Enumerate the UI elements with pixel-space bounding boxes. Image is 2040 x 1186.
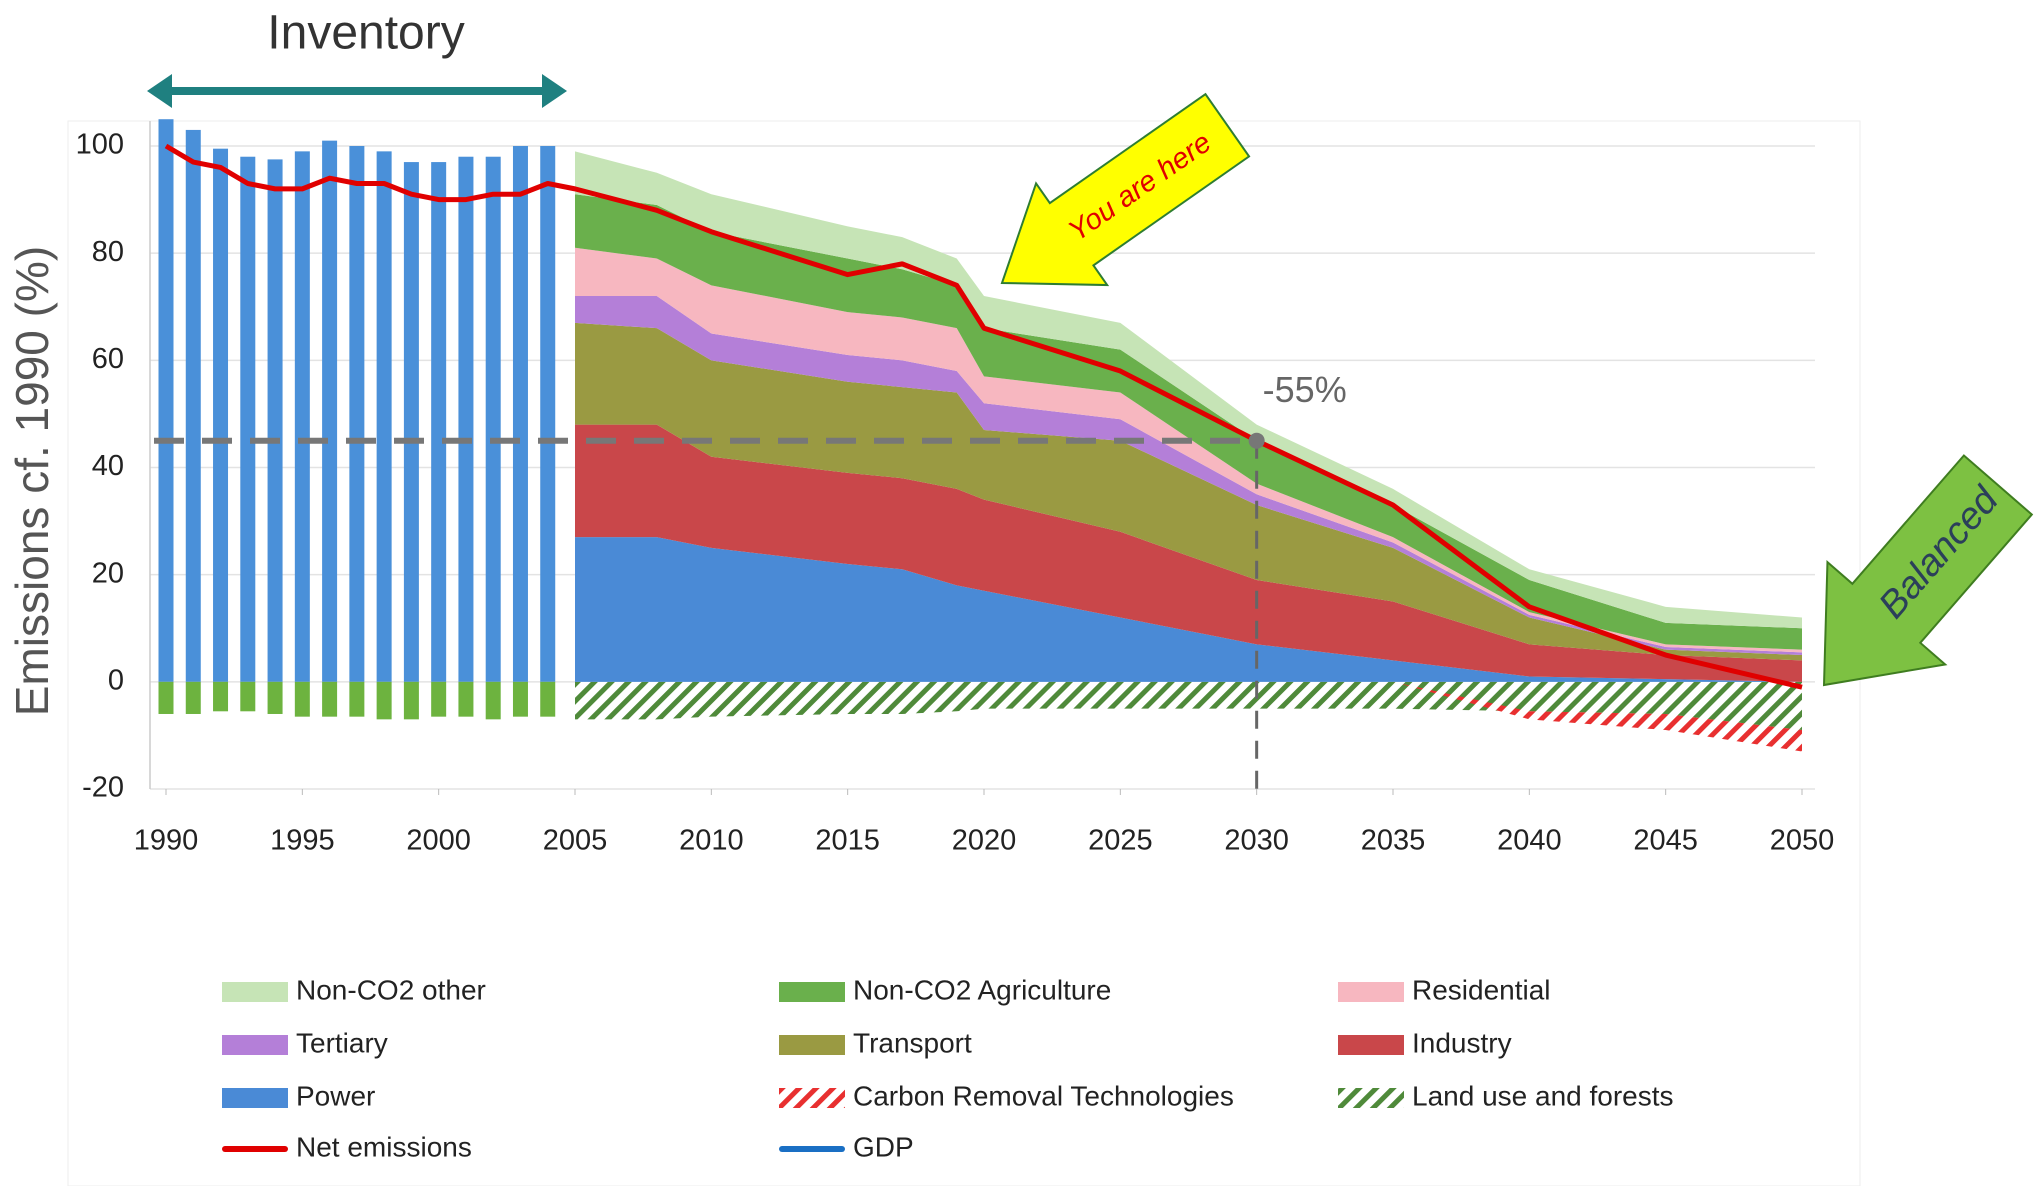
x-tick-label: 1990 [134, 825, 199, 857]
y-axis-label: Emissions cf. 1990 (%) [6, 246, 58, 716]
land-use-bar [267, 681, 283, 714]
legend-swatch [222, 982, 288, 1002]
target-label: -55% [1263, 369, 1347, 410]
inventory-bar [458, 156, 474, 682]
inventory-label: Inventory [267, 7, 464, 60]
legend-label: Power [296, 1080, 375, 1111]
land-use-bar [485, 681, 501, 720]
legend-swatch [779, 1088, 845, 1108]
land-use-bar [213, 681, 229, 712]
line [164, 143, 1803, 690]
legend-label: Industry [1412, 1027, 1512, 1058]
legend-swatch [779, 1035, 845, 1055]
inventory-bar [322, 140, 338, 682]
legend-swatch [222, 1088, 288, 1108]
area-6 [575, 537, 1802, 682]
inventory-bar [267, 159, 283, 682]
legend-label: Tertiary [296, 1027, 388, 1058]
x-tick-label: 2005 [543, 825, 608, 857]
target-point [1248, 432, 1265, 449]
area-4 [575, 322, 1802, 661]
y-tick-label: 100 [76, 129, 124, 161]
x-tick-label: 2035 [1361, 825, 1426, 857]
y-tick-label: 60 [92, 343, 124, 375]
legend-swatch [1338, 1035, 1404, 1055]
legend-swatch [779, 1146, 845, 1152]
inventory-bar [431, 162, 447, 682]
inventory-bar [485, 156, 501, 682]
legend-swatch [222, 1035, 288, 1055]
inventory-bar [540, 146, 556, 682]
x-tick-label: 2050 [1770, 825, 1835, 857]
y-tick-label: -20 [82, 772, 124, 804]
x-tick-label: 2030 [1224, 825, 1289, 857]
legend: Non-CO2 other Non-CO2 Agriculture Resident… [222, 974, 1674, 1162]
land-use-bar [294, 681, 310, 717]
inventory-bar [213, 148, 229, 682]
x-tick-label: 1995 [270, 825, 335, 857]
land-use-bar [349, 681, 365, 717]
land-use-bar [185, 681, 201, 714]
inventory-bar [158, 119, 174, 682]
land-use-bar [431, 681, 447, 717]
legend-label: GDP [853, 1131, 914, 1162]
legend-swatch [222, 1146, 288, 1152]
inventory-bar [185, 129, 201, 682]
y-tick-label: 40 [92, 450, 124, 482]
legend-label: Residential [1412, 974, 1551, 1005]
land-use-bar [376, 681, 392, 720]
land-use-bar [403, 681, 419, 720]
area-2 [575, 247, 1802, 653]
inventory-bar [512, 146, 528, 682]
x-tick-label: 2020 [952, 825, 1017, 857]
area-3 [575, 296, 1802, 656]
inventory-bar [240, 156, 256, 682]
legend-label: Transport [853, 1027, 972, 1058]
area-1 [575, 194, 1802, 650]
x-tick-label: 2015 [815, 825, 880, 857]
legend-label: Net emissions [296, 1131, 472, 1162]
land-use-bar [458, 681, 474, 717]
land-use-bar [322, 681, 338, 717]
legend-label: Carbon Removal Technologies [853, 1080, 1234, 1111]
x-tick-label: 2045 [1633, 825, 1698, 857]
land-use-bar [512, 681, 528, 717]
inventory-bar [349, 146, 365, 682]
annotations: -55% [154, 369, 1347, 789]
legend-label: Land use and forests [1412, 1080, 1674, 1111]
x-tick-label: 2010 [679, 825, 744, 857]
legend-swatch [1338, 982, 1404, 1002]
inventory-bar [294, 151, 310, 682]
inventory-bar [376, 151, 392, 682]
y-tick-label: 0 [108, 664, 124, 696]
x-tick-label: 2000 [406, 825, 471, 857]
area-8 [575, 681, 1802, 731]
area-0 [575, 151, 1802, 629]
y-tick-label: 20 [92, 557, 124, 589]
area-7 [575, 681, 1802, 752]
legend-swatch [779, 982, 845, 1002]
land-use-bar [158, 681, 174, 714]
land-use-bar [240, 681, 256, 712]
legend-swatch [1338, 1088, 1404, 1108]
inventory-bar [403, 162, 419, 682]
land-use-bar [540, 681, 556, 717]
y-tick-label: 80 [92, 236, 124, 268]
inventory-arrow [147, 74, 567, 108]
x-tick-label: 2040 [1497, 825, 1562, 857]
x-tick-label: 2025 [1088, 825, 1153, 857]
area-5 [575, 424, 1802, 682]
legend-label: Non-CO2 Agriculture [853, 974, 1111, 1005]
legend-label: Non-CO2 other [296, 974, 486, 1005]
marks [158, 119, 1803, 752]
